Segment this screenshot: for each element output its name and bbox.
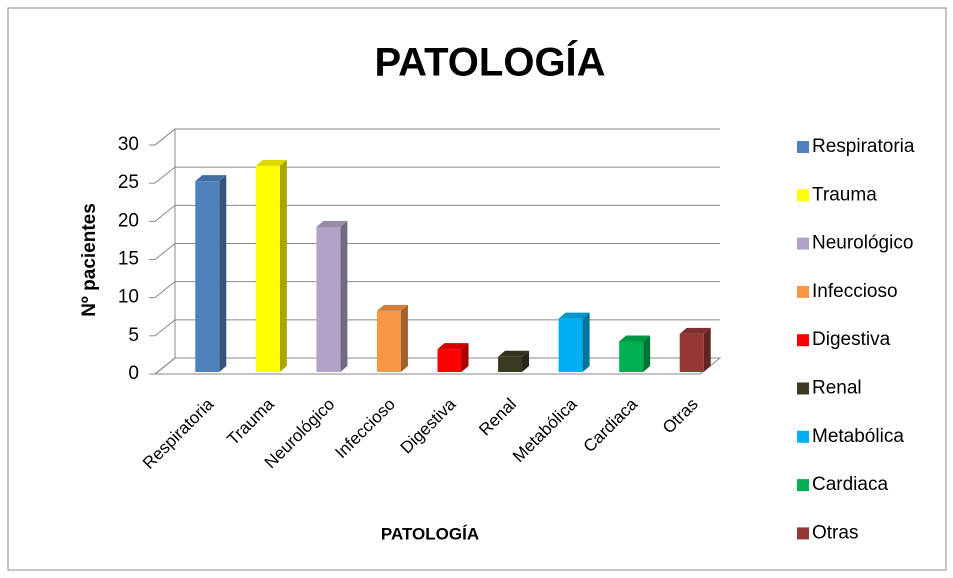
legend-swatch: [797, 189, 809, 202]
bar: [376, 304, 408, 372]
bar: [679, 327, 711, 372]
bar-side: [461, 343, 469, 372]
bar-side: [643, 335, 651, 372]
legend-swatch: [797, 382, 809, 395]
bar-front: [255, 165, 280, 372]
bar-top: [316, 220, 348, 227]
bar: [498, 350, 530, 372]
bar-top: [437, 343, 469, 350]
bar-front: [195, 181, 220, 372]
bar-side: [340, 220, 348, 372]
chart-border: [7, 7, 947, 571]
legend-swatch: [797, 430, 809, 443]
legend-label: Infeccioso: [812, 281, 898, 302]
legend-label: Neurológico: [812, 233, 913, 254]
bar: [558, 312, 590, 372]
legend-swatch: [797, 285, 809, 298]
bar: [619, 335, 651, 372]
bar-front: [558, 318, 583, 372]
bar-front: [619, 341, 644, 372]
bar: [255, 159, 287, 372]
grid-line: [154, 243, 720, 260]
legend-label: Cardiaca: [812, 474, 888, 495]
bar-top: [679, 327, 711, 334]
y-axis-title: Nº pacientes: [79, 203, 100, 317]
bar-side: [703, 327, 711, 372]
bar-top: [619, 335, 651, 342]
legend-swatch: [797, 527, 809, 540]
y-tick-label: 15: [118, 249, 139, 270]
bar-front: [316, 226, 341, 372]
legend-label: Renal: [812, 378, 862, 399]
grid-line: [154, 204, 720, 222]
legend-label: Metabólica: [812, 426, 904, 447]
bar-top: [558, 312, 590, 319]
bar-side: [400, 304, 408, 372]
y-tick-label: 10: [118, 287, 139, 308]
bar-front: [679, 333, 704, 372]
bar-top: [255, 159, 287, 166]
y-tick-label: 5: [128, 325, 139, 346]
legend-swatch: [797, 237, 809, 250]
legend-label: Respiratoria: [812, 136, 915, 157]
y-tick-label: 0: [128, 363, 139, 384]
y-tick-label: 25: [118, 172, 139, 193]
bar-front: [376, 310, 401, 372]
bar: [437, 343, 469, 372]
chart-title: PATOLOGÍA: [374, 40, 605, 85]
grid-line: [154, 319, 720, 337]
bar-front: [498, 356, 523, 372]
bar: [195, 175, 227, 372]
legend-swatch: [797, 334, 809, 347]
legend-label: Digestiva: [812, 329, 891, 350]
grid-line: [154, 357, 720, 375]
y-tick-label: 30: [118, 134, 139, 155]
y-tick-label: 20: [118, 210, 139, 231]
bar-side: [522, 350, 530, 372]
bar-side: [279, 159, 287, 372]
legend-swatch: [797, 141, 809, 153]
x-axis-title: PATOLOGÍA: [381, 524, 479, 543]
grid-line: [154, 128, 720, 146]
legend-label: Otras: [812, 522, 858, 543]
bar: [316, 220, 348, 372]
bar-top: [498, 350, 530, 357]
legend-swatch: [797, 479, 809, 492]
bar-top: [376, 304, 408, 311]
bar-top: [195, 175, 227, 182]
bar-side: [219, 175, 227, 372]
grid-line: [154, 281, 720, 299]
grid-line: [154, 166, 720, 184]
bar-side: [582, 312, 590, 372]
bar-front: [437, 349, 462, 372]
legend-label: Trauma: [812, 184, 877, 205]
